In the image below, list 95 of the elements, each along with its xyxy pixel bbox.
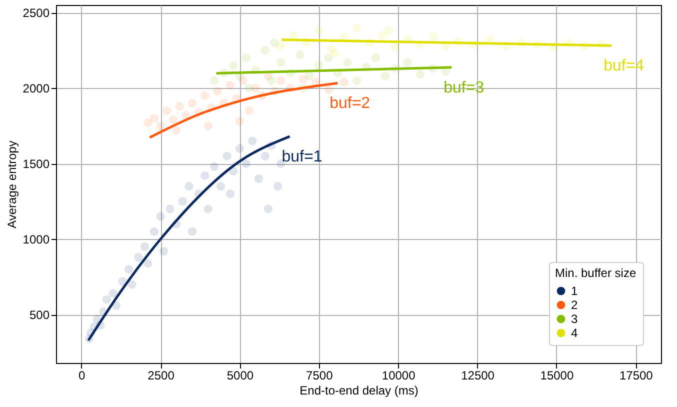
point [162, 106, 172, 116]
point [140, 242, 150, 252]
x-tick-label: 0 [78, 368, 86, 382]
point [273, 182, 282, 191]
point [144, 118, 152, 128]
point [128, 280, 136, 289]
point [168, 115, 178, 124]
point [340, 78, 349, 86]
point [108, 289, 118, 298]
point [188, 98, 197, 108]
y-tick-label: 1000 [22, 232, 50, 247]
point [254, 174, 264, 184]
point [156, 212, 165, 221]
point [204, 122, 212, 130]
point [296, 50, 304, 60]
x-tick-label: 12500 [461, 368, 495, 382]
point [343, 58, 352, 67]
x-tick-label: 15000 [540, 368, 574, 382]
y-tick-label: 2000 [22, 82, 50, 96]
annotation: buf=1 [282, 148, 322, 166]
point [276, 76, 286, 85]
legend-title: Min. buffer size [555, 266, 636, 280]
point [235, 144, 244, 153]
point [242, 159, 250, 168]
point [200, 171, 210, 180]
point [150, 227, 159, 236]
point [226, 189, 235, 198]
point [314, 61, 324, 70]
point [390, 42, 400, 52]
point [124, 265, 134, 274]
point [134, 252, 143, 262]
point [200, 91, 210, 100]
point [381, 72, 390, 80]
point [244, 106, 254, 116]
legend-label: 4 [571, 326, 578, 340]
point [229, 61, 238, 70]
point [102, 295, 112, 304]
point [213, 86, 222, 96]
point [289, 30, 298, 40]
point [144, 258, 152, 268]
point [378, 30, 387, 40]
point [210, 162, 219, 171]
point [188, 227, 197, 236]
point [305, 72, 314, 80]
point [172, 126, 181, 135]
point [428, 32, 438, 42]
x-tick-label: 10000 [382, 368, 416, 382]
point [352, 23, 362, 32]
point [260, 46, 270, 55]
point [267, 76, 276, 85]
x-axis-title: End-to-end delay (ms) [300, 384, 418, 398]
point [314, 26, 324, 35]
point [242, 54, 250, 62]
y-tick-label: 500 [29, 308, 50, 322]
point [204, 204, 212, 214]
annotation: buf=4 [604, 58, 644, 75]
legend-label: 1 [571, 284, 578, 298]
point [324, 85, 333, 94]
point [150, 114, 159, 123]
point [384, 26, 393, 35]
point [235, 116, 244, 126]
point [210, 76, 219, 85]
point [184, 182, 194, 191]
point [244, 84, 254, 92]
point [156, 122, 165, 130]
point [178, 197, 188, 206]
point [222, 152, 232, 160]
y-axis-title: Average entropy [4, 140, 19, 228]
x-tick-label: 5000 [226, 368, 254, 382]
point [226, 80, 235, 90]
point [175, 102, 184, 111]
point [276, 41, 286, 50]
x-tick-label: 2500 [148, 368, 175, 382]
point [248, 136, 257, 146]
point [324, 54, 333, 62]
point [416, 70, 425, 79]
point [352, 76, 362, 85]
x-tick-label: 7500 [306, 368, 334, 382]
point [216, 182, 226, 191]
legend-label: 2 [571, 298, 578, 312]
point [403, 58, 412, 67]
annotation: buf=3 [444, 79, 484, 96]
point [264, 204, 273, 214]
annotation: buf=2 [330, 95, 370, 112]
point [260, 152, 270, 160]
point [276, 58, 286, 67]
point [159, 246, 168, 256]
y-tick-label: 2500 [22, 6, 50, 20]
legend-label: 3 [571, 312, 578, 326]
point [166, 204, 174, 214]
y-tick-label: 1500 [22, 157, 50, 172]
x-tick-label: 17500 [619, 368, 654, 382]
point [372, 54, 380, 62]
point [182, 110, 190, 120]
point [330, 49, 340, 58]
